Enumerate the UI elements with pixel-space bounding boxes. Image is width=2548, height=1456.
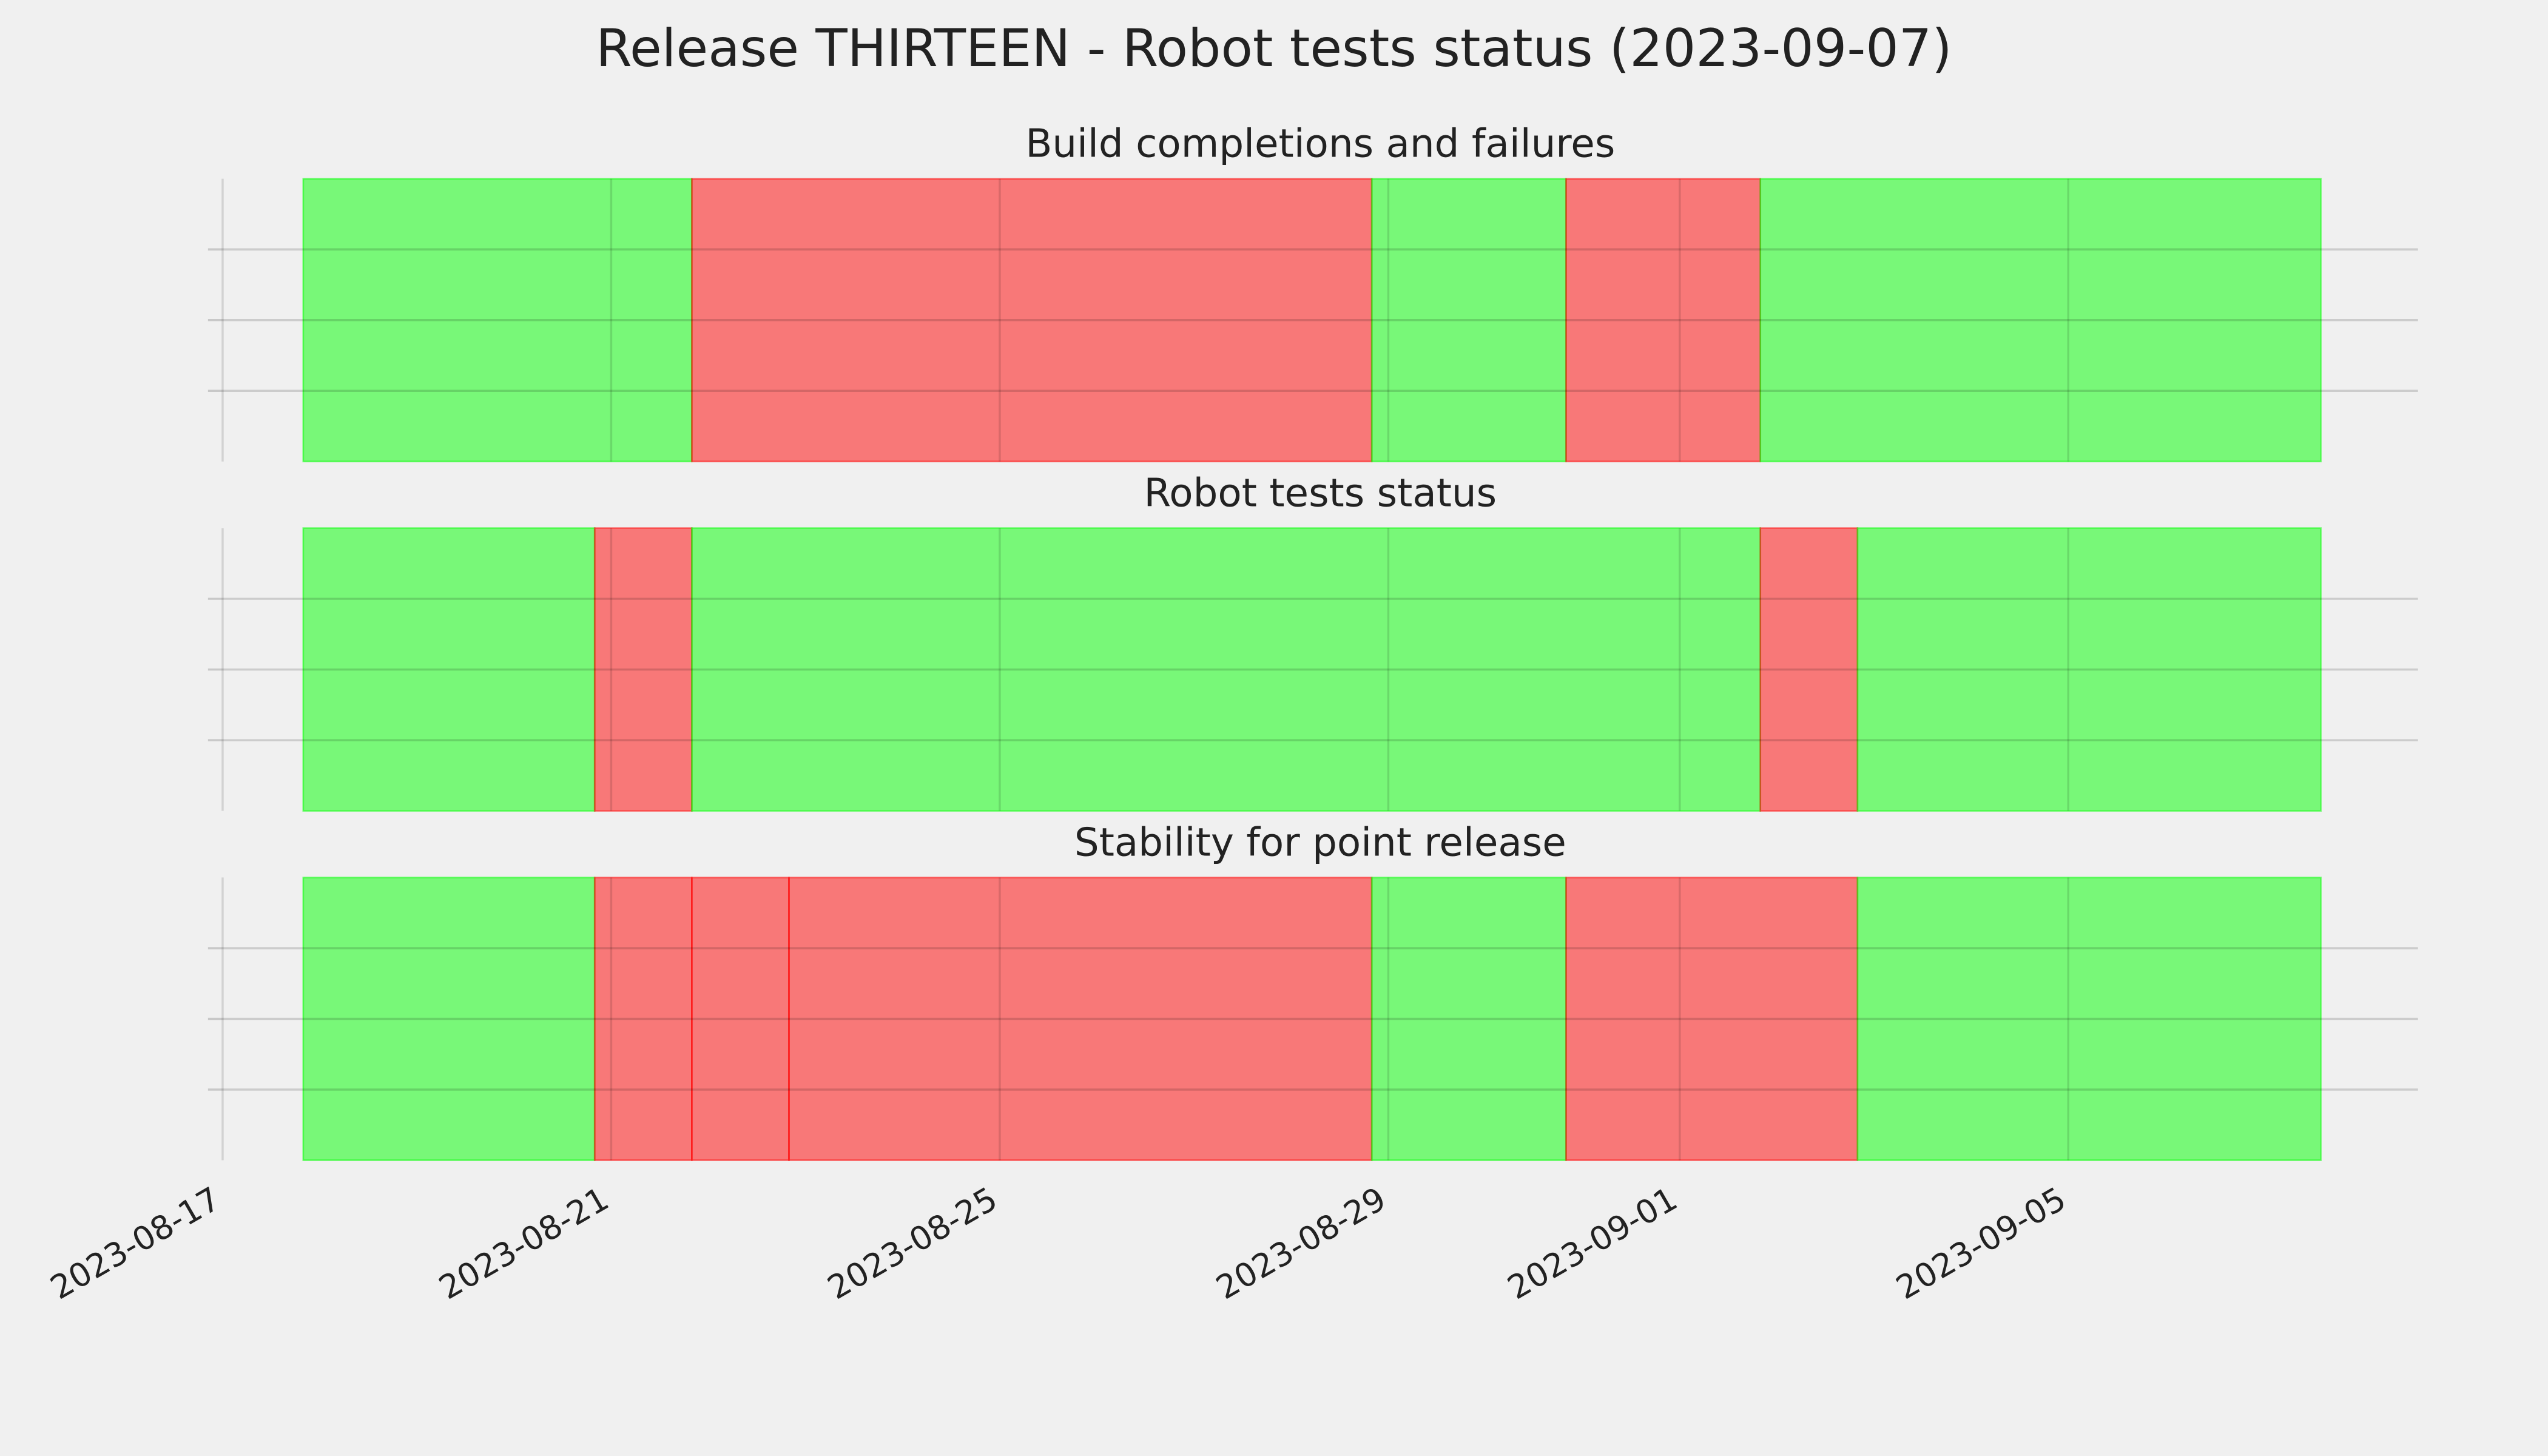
status-span	[1856, 877, 2322, 1161]
status-span	[302, 877, 596, 1161]
status-span	[1759, 178, 2322, 463]
status-span	[302, 178, 693, 463]
status-span	[1565, 877, 1859, 1161]
status-span	[691, 877, 790, 1161]
panel-title: Stability for point release	[1074, 820, 1566, 865]
status-span	[302, 527, 596, 812]
panel-title: Build completions and failures	[1025, 121, 1615, 167]
status-span	[593, 527, 693, 812]
panel-title: Robot tests status	[1144, 471, 1497, 516]
status-span	[691, 178, 1373, 463]
status-span	[1759, 527, 1859, 812]
chart-title: Release THIRTEEN - Robot tests status (2…	[596, 18, 1952, 79]
status-span	[1856, 527, 2322, 812]
status-span	[788, 877, 1373, 1161]
status-span	[1370, 877, 1567, 1161]
status-span	[1565, 178, 1762, 463]
status-span	[691, 527, 1762, 812]
status-span	[593, 877, 693, 1161]
status-span	[1370, 178, 1567, 463]
